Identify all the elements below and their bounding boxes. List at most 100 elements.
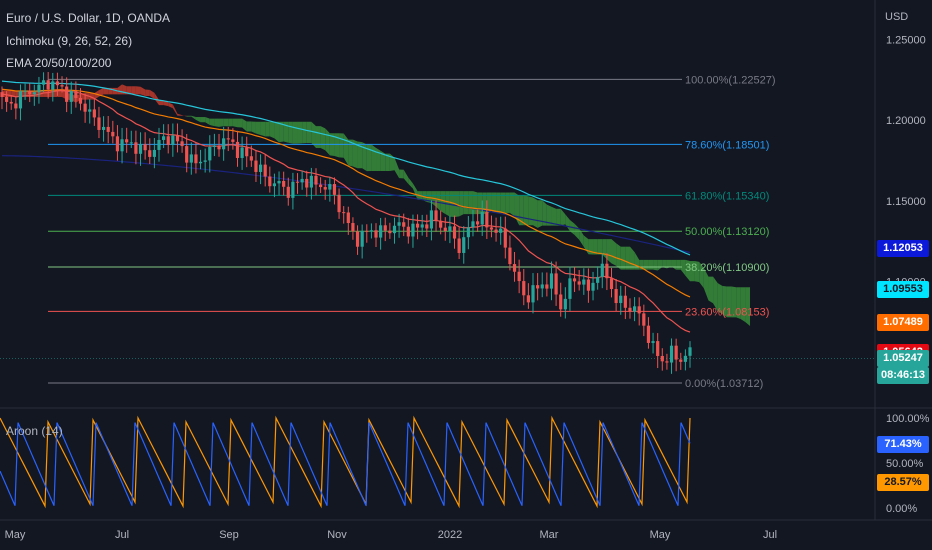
candle-body bbox=[466, 227, 470, 238]
candle-body bbox=[392, 225, 397, 234]
candle-body bbox=[235, 141, 240, 158]
candle-body bbox=[411, 223, 415, 237]
cloud-segment bbox=[408, 177, 413, 189]
cloud-segment bbox=[602, 239, 607, 260]
cloud-segment bbox=[491, 192, 497, 213]
aroon-up-line bbox=[0, 422, 691, 506]
candle-body bbox=[231, 139, 235, 142]
currency-label[interactable]: USD bbox=[885, 11, 909, 23]
cloud-segment bbox=[297, 121, 303, 144]
cloud-segment bbox=[200, 117, 206, 123]
cloud-segment bbox=[219, 118, 224, 127]
candle-body bbox=[286, 186, 290, 198]
cloud-segment bbox=[468, 191, 473, 215]
cloud-segment bbox=[251, 121, 256, 134]
candle-body bbox=[37, 84, 41, 93]
cloud-segment bbox=[717, 283, 723, 315]
cloud-segment bbox=[154, 92, 159, 106]
cloud-segment bbox=[736, 287, 741, 320]
cloud-segment bbox=[537, 200, 543, 228]
fib-label: 61.80%(1.15340) bbox=[685, 190, 769, 202]
cloud-segment bbox=[593, 239, 598, 255]
candle-body bbox=[439, 220, 443, 228]
time-tick-label: Jul bbox=[115, 529, 129, 541]
time-tick-label: May bbox=[5, 529, 26, 541]
cloud-segment bbox=[680, 259, 686, 276]
cloud-segment bbox=[449, 191, 455, 218]
candle-body bbox=[83, 103, 87, 112]
time-tick-label: Mar bbox=[540, 529, 559, 541]
candle-body bbox=[78, 97, 83, 104]
cloud-segment bbox=[699, 261, 704, 289]
ema200-line bbox=[1, 155, 691, 254]
candle-body bbox=[291, 181, 295, 198]
fib-label: 78.60%(1.18501) bbox=[685, 139, 769, 151]
candle-body bbox=[637, 306, 641, 314]
ichimoku-legend[interactable]: Ichimoku (9, 26, 52, 26) bbox=[6, 34, 133, 48]
ema-legend[interactable]: EMA 20/50/100/200 bbox=[6, 56, 112, 70]
fib-label: 100.00%(1.22527) bbox=[685, 74, 776, 86]
candle-body bbox=[14, 103, 18, 109]
cloud-segment bbox=[126, 86, 132, 95]
candle-body bbox=[415, 223, 420, 228]
candle-body bbox=[0, 92, 4, 97]
cloud-segment bbox=[713, 276, 718, 312]
candle-body bbox=[526, 295, 530, 303]
cloud-segment bbox=[255, 121, 261, 135]
price-badge: 1.09553 bbox=[877, 280, 929, 298]
candle-body bbox=[323, 187, 327, 190]
candle-body bbox=[268, 176, 272, 187]
cloud-segment bbox=[242, 118, 247, 132]
cloud-segment bbox=[653, 259, 658, 271]
candle-body bbox=[171, 135, 175, 145]
cloud-segment bbox=[357, 141, 363, 169]
time-tick-label: Nov bbox=[327, 529, 347, 541]
candle-body bbox=[646, 325, 651, 343]
candle-body bbox=[212, 145, 217, 147]
candle-body bbox=[605, 263, 609, 279]
cloud-segment bbox=[376, 147, 381, 172]
candle-body bbox=[471, 221, 475, 228]
candle-body bbox=[46, 80, 50, 90]
candle-body bbox=[536, 285, 540, 289]
aroon-tick-label: 0.00% bbox=[886, 503, 917, 515]
candle-body bbox=[332, 184, 337, 195]
fib-label: 50.00%(1.13120) bbox=[685, 226, 769, 238]
cloud-segment bbox=[98, 87, 104, 97]
cloud-segment bbox=[172, 104, 178, 116]
cloud-segment bbox=[283, 121, 289, 143]
time-tick-label: May bbox=[650, 529, 671, 541]
candle-body bbox=[258, 164, 263, 172]
aroon-value-badge: 28.57% bbox=[877, 474, 929, 492]
cloud-segment bbox=[288, 121, 293, 144]
candle-body bbox=[180, 141, 184, 147]
candle-body bbox=[69, 91, 73, 102]
cloud-segment bbox=[334, 133, 340, 158]
candle-body bbox=[642, 313, 646, 326]
cloud-segment bbox=[223, 118, 229, 127]
cloud-segment bbox=[579, 228, 584, 247]
fibonacci-levels: 100.00%(1.22527) 78.60%(1.18501) 61.80%(1.… bbox=[0, 74, 875, 390]
cloud-segment bbox=[486, 192, 492, 214]
candle-body bbox=[97, 117, 101, 130]
cloud-segment bbox=[260, 121, 266, 137]
cloud-segment bbox=[205, 117, 210, 126]
cloud-segment bbox=[694, 261, 700, 283]
cloud-segment bbox=[265, 121, 270, 137]
cloud-segment bbox=[149, 89, 155, 99]
aroon-legend[interactable]: Aroon (14) bbox=[6, 424, 63, 438]
price-tick-label: 1.20000 bbox=[886, 115, 926, 127]
cloud-segment bbox=[191, 115, 196, 120]
candle-body bbox=[166, 136, 170, 145]
candle-body bbox=[388, 230, 392, 234]
cloud-segment bbox=[315, 126, 321, 149]
cloud-segment bbox=[565, 214, 570, 232]
cloud-segment bbox=[214, 118, 220, 127]
cloud-segment bbox=[135, 86, 141, 95]
candle-body bbox=[679, 359, 683, 362]
candle-body bbox=[51, 81, 55, 90]
cloud-segment bbox=[500, 192, 506, 213]
candle-body bbox=[222, 138, 226, 150]
candle-body bbox=[152, 149, 156, 157]
